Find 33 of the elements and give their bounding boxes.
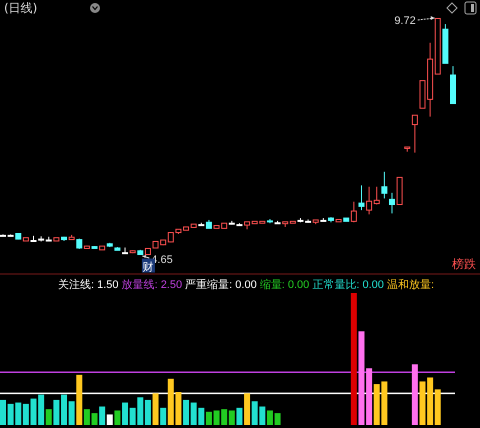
bar xyxy=(252,401,258,425)
candlestick xyxy=(381,171,388,199)
bar xyxy=(76,374,82,425)
bar xyxy=(114,410,120,425)
candlestick xyxy=(358,184,364,211)
text: 关注线: 1.50 xyxy=(58,278,119,291)
bar xyxy=(160,408,166,425)
bar xyxy=(106,414,113,425)
candlestick xyxy=(412,114,418,154)
chart-title: (日线) xyxy=(4,1,38,15)
bar xyxy=(236,408,242,425)
text: 放量线: 2.50 xyxy=(122,278,182,291)
bar xyxy=(46,409,52,425)
candlestick xyxy=(350,201,357,223)
annotation: 9.72 xyxy=(394,15,416,27)
candlestick xyxy=(388,192,395,214)
bar xyxy=(374,384,380,425)
text: 财 xyxy=(142,260,154,274)
bar xyxy=(152,393,159,425)
text: 温和放量: xyxy=(386,278,434,291)
bar xyxy=(381,381,388,425)
bar xyxy=(244,393,250,425)
candlestick xyxy=(76,238,82,250)
text: 榜跌 xyxy=(452,257,476,271)
bar xyxy=(259,406,266,425)
bar xyxy=(412,364,418,425)
text: 严重缩量: 0.00 xyxy=(185,278,257,291)
bar xyxy=(99,406,106,425)
text: 正常量比: 0.00 xyxy=(312,278,384,291)
text: 缩量: 0.00 xyxy=(260,278,310,291)
bar xyxy=(198,408,204,425)
bar xyxy=(350,293,357,425)
bar xyxy=(228,410,235,425)
